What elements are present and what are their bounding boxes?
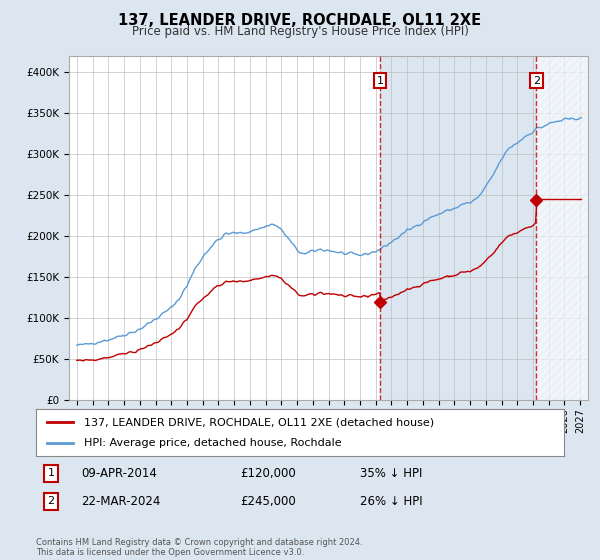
- Text: 137, LEANDER DRIVE, ROCHDALE, OL11 2XE (detached house): 137, LEANDER DRIVE, ROCHDALE, OL11 2XE (…: [83, 417, 434, 427]
- Text: 1: 1: [376, 76, 383, 86]
- Text: 09-APR-2014: 09-APR-2014: [81, 466, 157, 480]
- Text: £120,000: £120,000: [240, 466, 296, 480]
- Text: £245,000: £245,000: [240, 494, 296, 508]
- Bar: [536, 56, 588, 400]
- Text: 2: 2: [47, 496, 55, 506]
- Text: 26% ↓ HPI: 26% ↓ HPI: [360, 494, 422, 508]
- Text: 35% ↓ HPI: 35% ↓ HPI: [360, 466, 422, 480]
- Text: 137, LEANDER DRIVE, ROCHDALE, OL11 2XE: 137, LEANDER DRIVE, ROCHDALE, OL11 2XE: [118, 13, 482, 28]
- Text: Contains HM Land Registry data © Crown copyright and database right 2024.
This d: Contains HM Land Registry data © Crown c…: [36, 538, 362, 557]
- Text: Price paid vs. HM Land Registry's House Price Index (HPI): Price paid vs. HM Land Registry's House …: [131, 25, 469, 38]
- Text: 22-MAR-2024: 22-MAR-2024: [81, 494, 160, 508]
- Text: 2: 2: [533, 76, 540, 86]
- Bar: [380, 56, 588, 400]
- Text: HPI: Average price, detached house, Rochdale: HPI: Average price, detached house, Roch…: [83, 438, 341, 448]
- Text: 1: 1: [47, 468, 55, 478]
